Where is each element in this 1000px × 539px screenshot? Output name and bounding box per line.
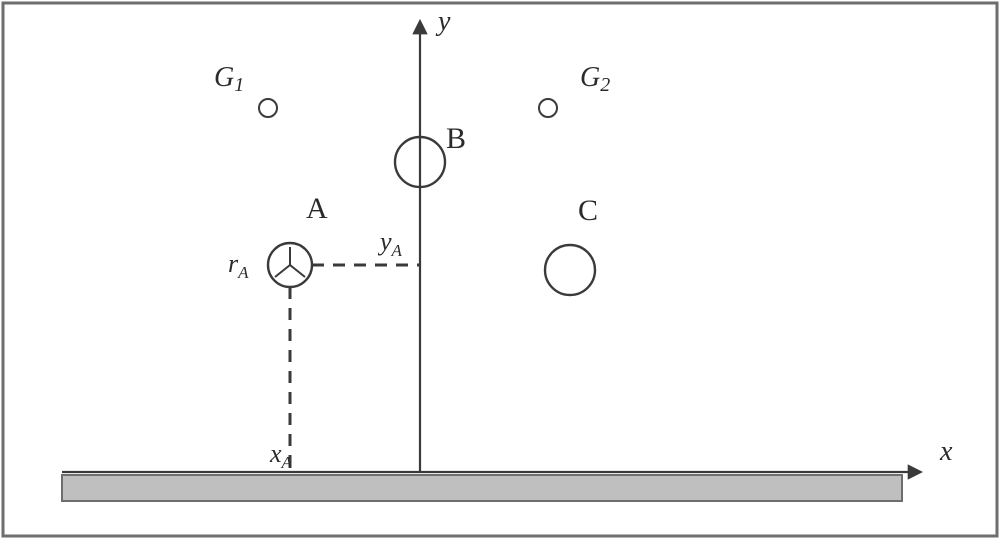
- label-c: C: [578, 194, 598, 227]
- label-a: A: [306, 192, 328, 225]
- label-b: B: [446, 122, 466, 155]
- diagram-stage: xyABCG1G2rAyAxA: [0, 0, 1000, 539]
- y-axis-label: y: [435, 6, 451, 37]
- diagram-svg: xyABCG1G2rAyAxA: [0, 0, 1000, 539]
- ground-bar: [62, 475, 902, 501]
- x-axis-label: x: [939, 436, 953, 467]
- canvas-background: [0, 0, 1000, 539]
